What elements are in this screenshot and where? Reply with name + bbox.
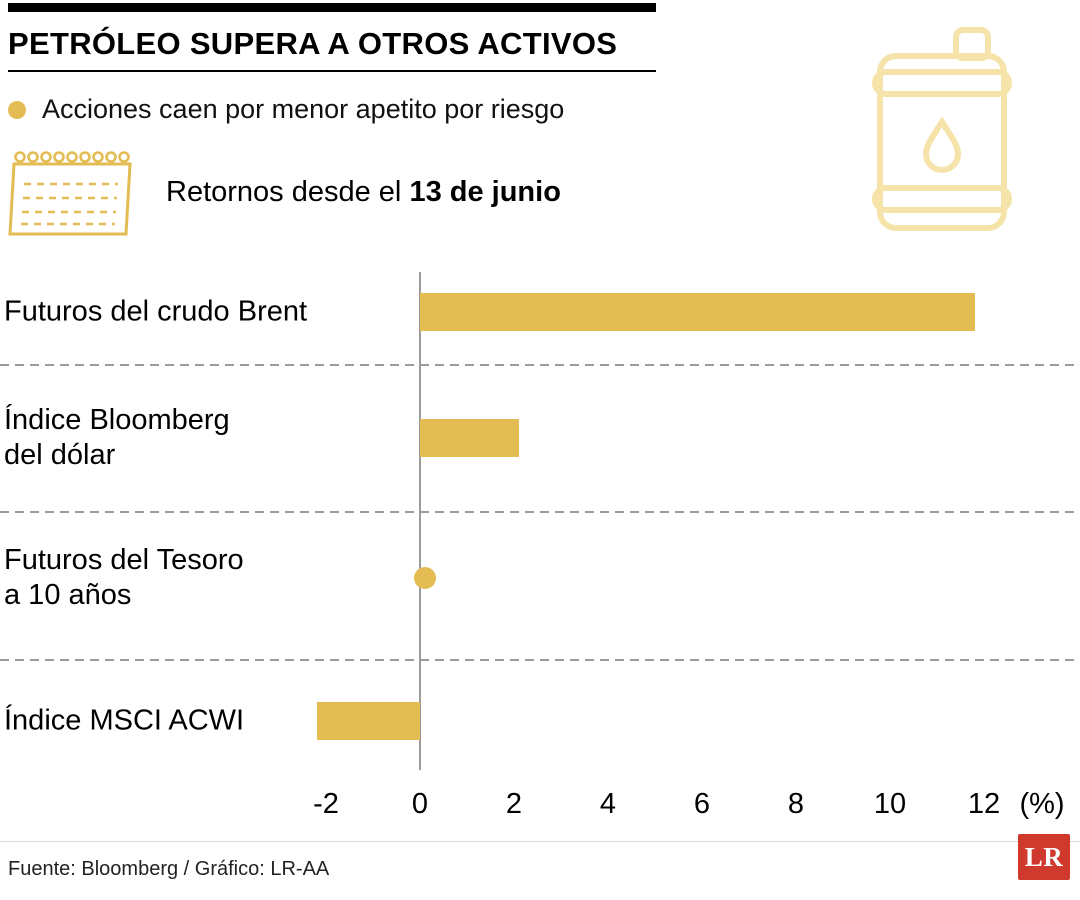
lr-logo: LR <box>1018 834 1070 880</box>
axis-tick-label: 10 <box>873 788 907 820</box>
subtitle-row: Acciones caen por menor apetito por ries… <box>8 94 564 125</box>
row-separator <box>0 511 1080 513</box>
bar-dot <box>413 567 436 589</box>
header-rule-bar <box>8 3 656 12</box>
axis-tick-label: 0 <box>411 788 429 820</box>
chart-subtitle: Acciones caen por menor apetito por ries… <box>42 94 565 124</box>
axis-tick-label: 12 <box>967 788 1001 820</box>
axis-tick-label: -2 <box>313 788 339 820</box>
bar <box>420 419 519 457</box>
x-axis: -2 0 2 4 6 8 10 12 (%) <box>0 788 1080 824</box>
footer-divider <box>0 841 1080 842</box>
row-separator <box>0 364 1080 366</box>
row-separator <box>0 659 1080 661</box>
zero-axis-line <box>419 272 421 770</box>
period-date: 13 de junio <box>409 176 561 208</box>
period-label: Retornos desde el 13 de junio <box>166 176 561 208</box>
bar <box>420 293 975 331</box>
page-title: PETRÓLEO SUPERA A OTROS ACTIVOS <box>8 26 618 61</box>
calendar-icon <box>8 148 138 240</box>
bullet-dot-icon <box>8 100 26 119</box>
axis-tick-label: 4 <box>599 788 617 820</box>
bar <box>316 702 420 740</box>
category-label: Futuros del Tesoro a 10 años <box>4 544 244 611</box>
title-underline <box>8 70 656 72</box>
axis-tick-label: 8 <box>787 788 805 820</box>
axis-unit-label: (%) <box>1019 788 1065 820</box>
category-label: Futuros del crudo Brent <box>4 295 308 328</box>
axis-tick-label: 2 <box>505 788 523 820</box>
oil-barrel-icon <box>872 26 1012 234</box>
axis-tick-label: 6 <box>693 788 711 820</box>
source-credit: Fuente: Bloomberg / Gráfico: LR-AA <box>8 858 330 880</box>
category-label: Índice MSCI ACWI <box>4 704 245 737</box>
category-label: Índice Bloomberg del dólar <box>4 404 230 471</box>
